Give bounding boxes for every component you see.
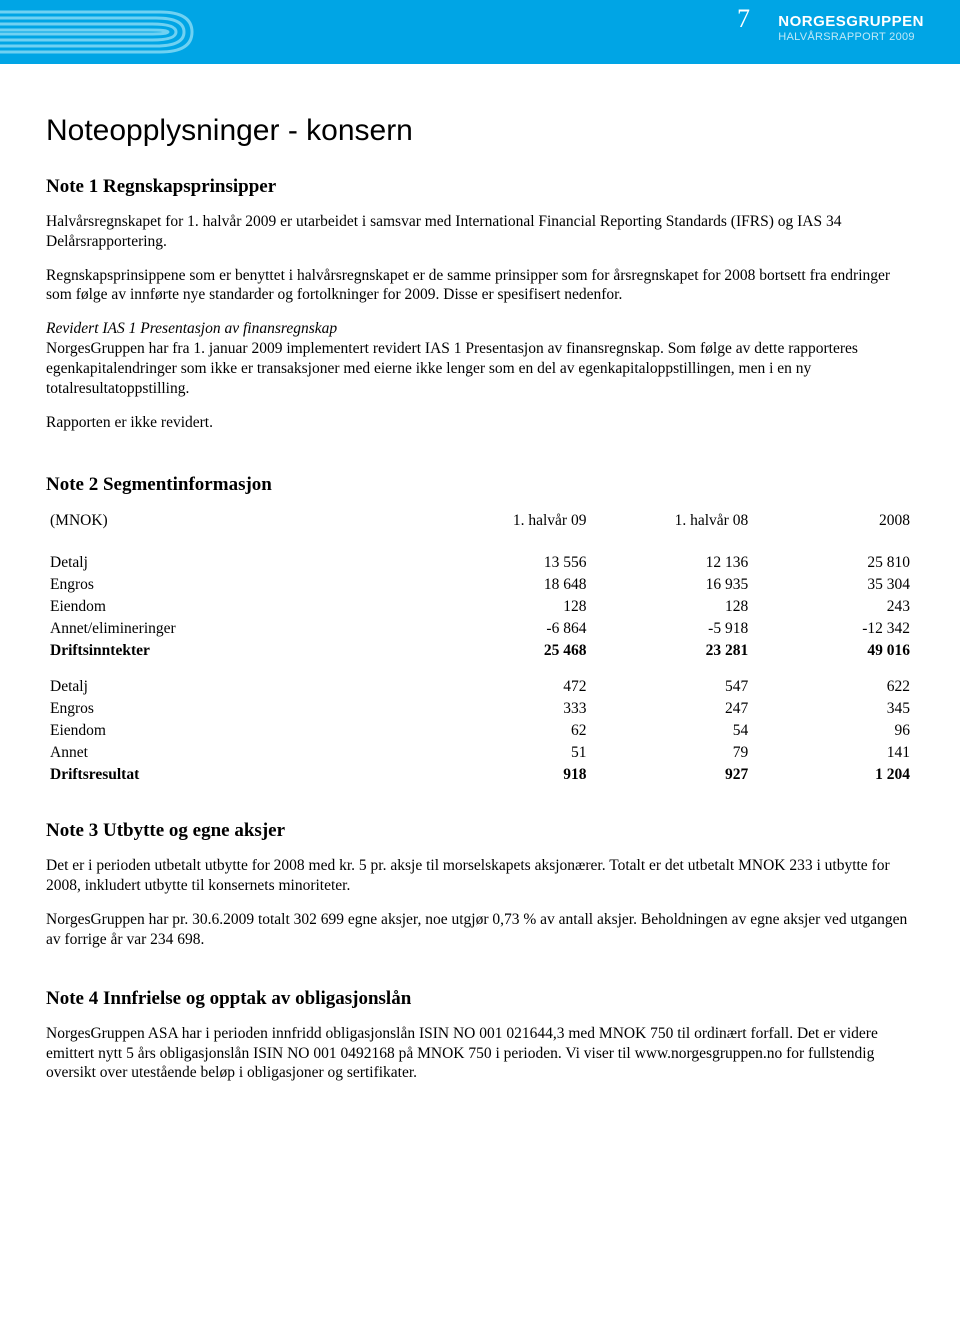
table-total-row: Driftsresultat 918 927 1 204: [46, 764, 914, 786]
note1-p3: Revidert IAS 1 Presentasjon av finansreg…: [46, 319, 914, 398]
cell: 62: [429, 720, 591, 742]
page-number: 7: [737, 4, 750, 34]
note4-p1: NorgesGruppen ASA har i perioden innfrid…: [46, 1024, 914, 1083]
brand-name: NORGESGRUPPEN: [778, 14, 924, 31]
table-row: Detalj 472 547 622: [46, 676, 914, 698]
cell-label: Driftsresultat: [46, 764, 429, 786]
cell: 918: [429, 764, 591, 786]
page-content: Noteopplysninger - konsern Note 1 Regnsk…: [0, 64, 960, 1137]
cell: 23 281: [590, 640, 752, 662]
brand-block: NORGESGRUPPEN HALVÅRSRAPPORT 2009: [778, 14, 924, 43]
col-h1: 1. halvår 09: [429, 510, 591, 538]
note1-p3-italic: Revidert IAS 1 Presentasjon av finansreg…: [46, 320, 337, 337]
cell: 1 204: [752, 764, 914, 786]
cell: 243: [752, 596, 914, 618]
note3-heading: Note 3 Utbytte og egne aksjer: [46, 820, 914, 842]
cell: 547: [590, 676, 752, 698]
cell-label: Eiendom: [46, 596, 429, 618]
table-row: Detalj 13 556 12 136 25 810: [46, 552, 914, 574]
col-h2: 1. halvår 08: [590, 510, 752, 538]
cell: 79: [590, 742, 752, 764]
document-title: Noteopplysninger - konsern: [46, 114, 914, 148]
note3-p2: NorgesGruppen har pr. 30.6.2009 totalt 3…: [46, 910, 914, 950]
cell: 141: [752, 742, 914, 764]
cell: 96: [752, 720, 914, 742]
cell-label: Eiendom: [46, 720, 429, 742]
note1-p2: Regnskapsprinsippene som er benyttet i h…: [46, 266, 914, 306]
cell: 622: [752, 676, 914, 698]
cell-label: Annet/elimineringer: [46, 618, 429, 640]
table-row: Engros 333 247 345: [46, 698, 914, 720]
cell-label: Annet: [46, 742, 429, 764]
cell: 51: [429, 742, 591, 764]
note1-p3-rest: NorgesGruppen har fra 1. januar 2009 imp…: [46, 340, 858, 397]
table-header-row: (MNOK) 1. halvår 09 1. halvår 08 2008: [46, 510, 914, 538]
note3-p1: Det er i perioden utbetalt utbytte for 2…: [46, 856, 914, 896]
note4-heading: Note 4 Innfrielse og opptak av obligasjo…: [46, 988, 914, 1010]
cell: 35 304: [752, 574, 914, 596]
cell-label: Detalj: [46, 676, 429, 698]
cell: 12 136: [590, 552, 752, 574]
brand-subtitle: HALVÅRSRAPPORT 2009: [778, 31, 924, 43]
cell: 16 935: [590, 574, 752, 596]
table-row: Annet/elimineringer -6 864 -5 918 -12 34…: [46, 618, 914, 640]
cell: 333: [429, 698, 591, 720]
header-band: 7 NORGESGRUPPEN HALVÅRSRAPPORT 2009: [0, 0, 960, 64]
cell: 472: [429, 676, 591, 698]
cell: 18 648: [429, 574, 591, 596]
unit-label: (MNOK): [46, 510, 429, 538]
cell: 25 468: [429, 640, 591, 662]
table-row: Eiendom 128 128 243: [46, 596, 914, 618]
cell: 13 556: [429, 552, 591, 574]
table-row: Eiendom 62 54 96: [46, 720, 914, 742]
cell: 128: [429, 596, 591, 618]
note1-heading: Note 1 Regnskapsprinsipper: [46, 176, 914, 198]
cell-label: Detalj: [46, 552, 429, 574]
cell: 49 016: [752, 640, 914, 662]
note1-p4: Rapporten er ikke revidert.: [46, 413, 914, 433]
note1-p1: Halvårsregnskapet for 1. halvår 2009 er …: [46, 212, 914, 252]
cell: -6 864: [429, 618, 591, 640]
cell-label: Engros: [46, 574, 429, 596]
table-total-row: Driftsinntekter 25 468 23 281 49 016: [46, 640, 914, 662]
cell: 25 810: [752, 552, 914, 574]
cell: 54: [590, 720, 752, 742]
cell: 345: [752, 698, 914, 720]
cell-label: Engros: [46, 698, 429, 720]
segment-table: (MNOK) 1. halvår 09 1. halvår 08 2008 De…: [46, 510, 914, 786]
cell: 927: [590, 764, 752, 786]
cell: 247: [590, 698, 752, 720]
cell-label: Driftsinntekter: [46, 640, 429, 662]
note2-heading: Note 2 Segmentinformasjon: [46, 474, 914, 496]
table-row: Annet 51 79 141: [46, 742, 914, 764]
table-row: Engros 18 648 16 935 35 304: [46, 574, 914, 596]
cell: -5 918: [590, 618, 752, 640]
header-graphic: [0, 6, 220, 58]
col-h3: 2008: [752, 510, 914, 538]
cell: -12 342: [752, 618, 914, 640]
cell: 128: [590, 596, 752, 618]
